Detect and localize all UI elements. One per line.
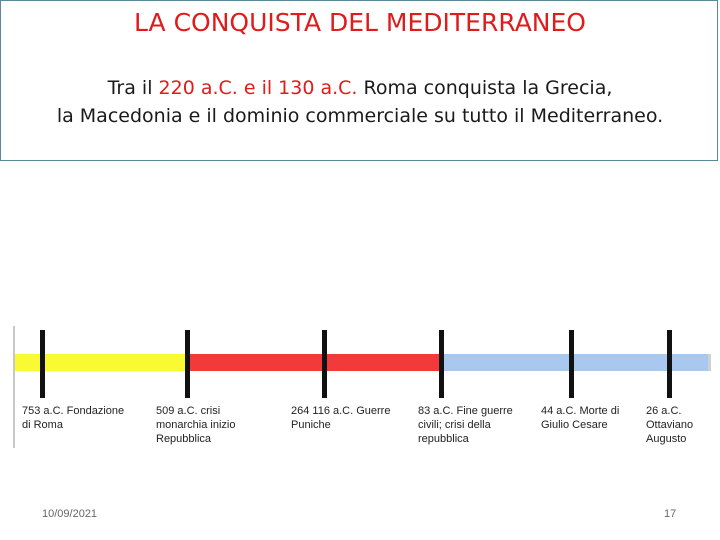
timeline-label-44: 44 a.C. Morte di Giulio Cesare <box>541 405 620 431</box>
timeline-tick-509 <box>185 330 190 398</box>
timeline-tick-753 <box>40 330 45 398</box>
timeline: 753 a.C. Fondazione di Roma 509 a.C. cri… <box>0 320 720 460</box>
timeline-segment-monarchy <box>15 354 187 371</box>
footer-page-number: 17 <box>664 508 677 520</box>
header-box <box>0 0 718 161</box>
subtitle-part2: Roma conquista la Grecia, <box>357 77 613 99</box>
timeline-tick-44 <box>569 330 574 398</box>
timeline-label-509: 509 a.C. crisi monarchia inizio Repubbli… <box>156 405 236 445</box>
timeline-end-cap <box>708 354 711 371</box>
timeline-segment-late-republic <box>441 354 710 371</box>
footer-date: 10/09/2021 <box>42 508 98 520</box>
slide-subtitle: Tra il 220 a.C. e il 130 a.C. Roma conqu… <box>0 74 720 130</box>
timeline-tick-83 <box>439 330 444 398</box>
timeline-tick-264 <box>322 330 327 398</box>
subtitle-highlight-dates: 220 a.C. e il 130 a.C. <box>158 77 358 99</box>
subtitle-part1: Tra il <box>107 77 159 99</box>
timeline-left-edge <box>13 326 15 448</box>
timeline-label-264: 264 116 a.C. Guerre Puniche <box>291 405 391 431</box>
slide-title: LA CONQUISTA DEL MEDITERRANEO <box>134 8 586 37</box>
timeline-label-753: 753 a.C. Fondazione di Roma <box>22 405 125 431</box>
timeline-segment-republic <box>187 354 441 371</box>
timeline-label-26: 26 a.C. Ottaviano Augusto <box>646 405 694 445</box>
subtitle-line2: la Macedonia e il dominio commerciale su… <box>56 105 664 127</box>
timeline-label-83: 83 a.C. Fine guerre civili; crisi della … <box>418 405 513 445</box>
timeline-tick-26 <box>667 330 672 398</box>
